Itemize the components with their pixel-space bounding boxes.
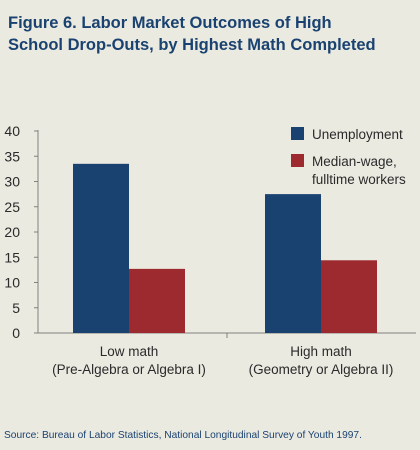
x-category-label: (Geometry or Algebra II) <box>249 362 394 377</box>
source-note: Source: Bureau of Labor Statistics, Nati… <box>4 430 362 441</box>
chart-title-line-2: School Drop-Outs, by Highest Math Comple… <box>8 36 376 54</box>
x-category-label: (Pre-Algebra or Algebra I) <box>52 362 206 377</box>
y-tick-label: 0 <box>12 325 20 341</box>
legend-swatch-median-wage <box>291 154 304 167</box>
legend-label-median-wage: Median-wage, <box>312 154 397 169</box>
y-tick-label: 10 <box>4 275 20 291</box>
bar-chart: 0 5 10 15 20 25 30 35 40 Low math (Pre-Algebra or… <box>4 123 416 377</box>
chart-legend: Unemployment Median-wage, fulltime workers <box>291 127 406 187</box>
chart-title-line-1: Figure 6. Labor Market Outcomes of High <box>8 14 332 32</box>
y-tick-label: 20 <box>4 224 20 240</box>
legend-label-unemployment: Unemployment <box>312 127 403 142</box>
y-tick-label: 15 <box>4 249 20 265</box>
y-tick-label: 5 <box>12 300 20 316</box>
y-tick-label: 40 <box>4 123 20 139</box>
y-tick-label: 30 <box>4 174 20 190</box>
bar-median-wage-1 <box>321 260 377 333</box>
x-category-label: High math <box>290 344 352 359</box>
y-tick-label: 35 <box>4 148 20 164</box>
chart-bars <box>73 163 377 333</box>
legend-label-median-wage: fulltime workers <box>312 172 406 187</box>
bar-unemployment-0 <box>73 163 129 333</box>
x-category-label: Low math <box>100 344 159 359</box>
legend-swatch-unemployment <box>291 127 304 140</box>
bar-unemployment-1 <box>265 194 321 333</box>
x-axis-labels: Low math (Pre-Algebra or Algebra I) High m… <box>52 344 393 377</box>
bar-median-wage-0 <box>129 268 185 333</box>
y-tick-label: 25 <box>4 199 20 215</box>
